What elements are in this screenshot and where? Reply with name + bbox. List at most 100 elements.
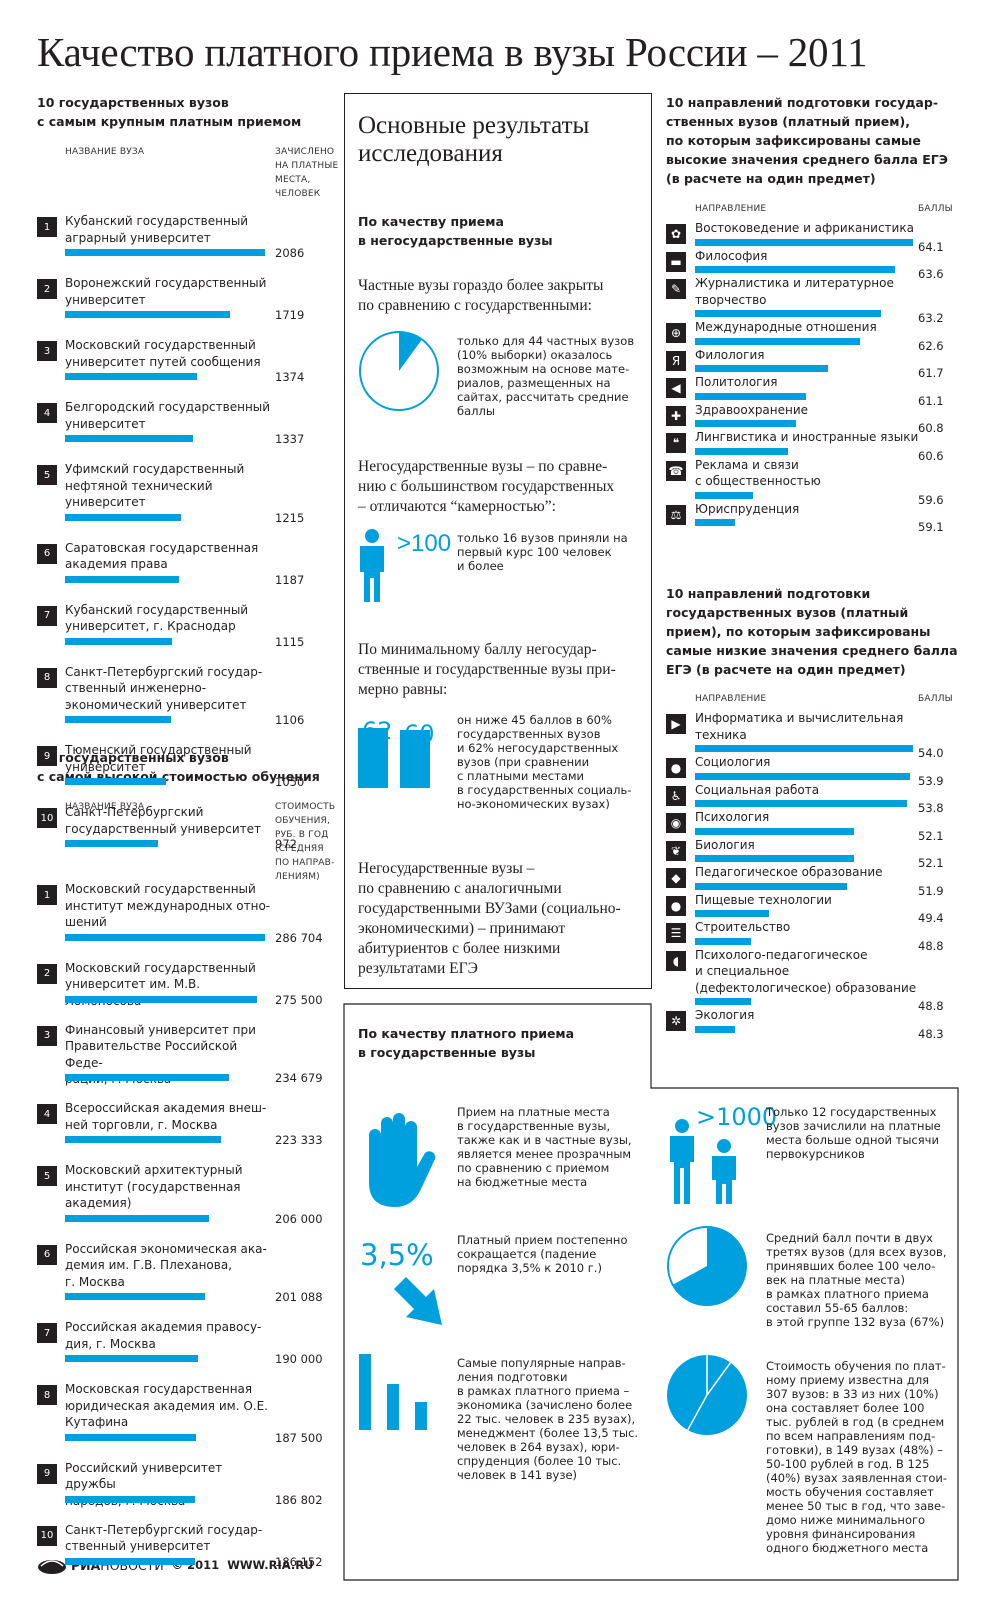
direction-name-line: Биология xyxy=(695,837,755,852)
value-bar xyxy=(65,1214,209,1222)
university-name: Саратовская государственная академия прав… xyxy=(65,540,275,573)
score-label: 63.6 xyxy=(918,267,944,281)
university-name-line: демия им. Г.В. Плеханова, xyxy=(65,1258,232,1272)
score-bar xyxy=(695,420,796,427)
university-name-line: институт международных отно- xyxy=(65,898,271,913)
university-name-line: университет xyxy=(65,495,146,509)
university-name-line: Российская академия правосу- xyxy=(65,1320,262,1334)
value-label: 190 000 xyxy=(275,1352,323,1366)
rank-number: 10 xyxy=(37,1525,57,1546)
score-bar xyxy=(695,392,806,400)
university-name-line: Уфимский государственный xyxy=(65,462,245,476)
direction-name: Философия xyxy=(695,248,930,265)
rank-number: 4 xyxy=(37,403,57,423)
decline-note: Платный прием постепенно сокращается (пад… xyxy=(457,1233,628,1275)
value-bar xyxy=(65,1293,205,1300)
score-label: 49.4 xyxy=(918,911,944,925)
private-closed-text: Частные вузы гораздо более закрыты по сра… xyxy=(358,277,604,314)
bar-60 xyxy=(400,730,430,788)
speech-bubbles-icon: ❝ xyxy=(666,433,686,453)
university-name: Санкт-Петербургский государ-ственный инж… xyxy=(65,664,275,714)
university-name-line: университет, г. Краснодар xyxy=(65,619,236,633)
direction-name: Социология xyxy=(695,754,930,771)
score-bar xyxy=(695,937,751,945)
pie-cost-divider-2 xyxy=(706,1362,732,1396)
score-bar xyxy=(695,827,854,835)
score-label: 48.8 xyxy=(918,938,944,953)
left-sec2-col-name: название вуза xyxy=(65,802,145,812)
hand-stop-icon xyxy=(369,1113,436,1207)
direction-name-line: Журналистика и литературное xyxy=(695,276,894,290)
direction-name: Международные отношения xyxy=(695,319,930,336)
value-label: 186 802 xyxy=(275,1492,323,1507)
sociology-person-icon: ● xyxy=(666,758,686,778)
site-url[interactable]: WWW.RIA.RU xyxy=(227,1558,314,1572)
direction-name-line: Экология xyxy=(695,1008,755,1022)
value-label: 1115 xyxy=(275,634,305,649)
person-icon xyxy=(360,529,384,602)
rank-number: 5 xyxy=(37,1166,57,1186)
score-bar xyxy=(695,1025,735,1033)
hand-note: Прием на платные места в государственные … xyxy=(457,1105,632,1189)
score-bar xyxy=(695,447,788,455)
gt100-label: >100 xyxy=(397,530,452,557)
university-name: Белгородский государственный университет xyxy=(65,399,275,432)
value-bar xyxy=(65,249,265,256)
score-label: 64.1 xyxy=(918,239,944,254)
direction-name-line: Социальная работа xyxy=(695,782,820,797)
university-name-line: Кубанский государственный xyxy=(65,602,249,617)
direction-name-line: Пищевые технологии xyxy=(695,892,832,907)
value-label: 201 088 xyxy=(275,1290,323,1304)
direction-name: Пищевые технологии xyxy=(695,892,930,909)
value-label: 286 704 xyxy=(275,930,323,945)
rank-number: 7 xyxy=(37,1323,57,1343)
university-name-line: Московский государственный xyxy=(65,882,256,896)
direction-name-line: Юриспруденция xyxy=(695,501,800,516)
value-bar xyxy=(65,778,166,785)
bricks-icon: ☰ xyxy=(666,923,686,943)
university-name-line: Кубанский государственный xyxy=(65,214,249,228)
rank-number: 4 xyxy=(37,1104,57,1124)
score-bar xyxy=(695,337,860,345)
university-name-line: Тюменский государственный xyxy=(65,743,252,757)
university-name: Московский государственный университет пу… xyxy=(65,337,275,370)
score-bar xyxy=(695,800,907,807)
right-sec1-heading: 10 направлений подготовки государ-ственн… xyxy=(666,95,948,186)
value-label: 1215 xyxy=(275,510,305,525)
left-sec1-col-value: зачислено на платные места, человек xyxy=(275,147,339,199)
rank-number: 6 xyxy=(37,543,57,564)
philology-letter-icon: Я xyxy=(666,350,686,371)
direction-name: Востоковедение и африканистика xyxy=(695,220,930,237)
direction-name: Экология xyxy=(695,1007,930,1024)
rank-number: 8 xyxy=(37,1385,57,1405)
university-name-line: Российская экономическая ака- xyxy=(65,1241,267,1256)
value-bar xyxy=(65,1355,198,1362)
university-name-line: Финансовый университет при xyxy=(65,1022,256,1037)
university-name-line: дия, г. Москва xyxy=(65,1336,156,1351)
value-bar xyxy=(65,637,172,645)
decreasing-bars-icon xyxy=(359,1354,427,1430)
rank-number: 9 xyxy=(37,1463,57,1484)
score-bar xyxy=(695,855,854,862)
main-results-heading: Основные результаты исследования xyxy=(358,112,590,167)
score-label: 52.1 xyxy=(918,828,944,843)
direction-name-line: Реклама и связи xyxy=(695,457,799,472)
value-bar xyxy=(65,1433,196,1441)
rank-number: 10 xyxy=(37,808,57,828)
value-label: 1719 xyxy=(275,308,305,322)
rank-number: 2 xyxy=(37,279,57,299)
direction-name: Педагогическое образование xyxy=(695,864,930,881)
min-score-note: он ниже 45 баллов в 60% государственных в… xyxy=(457,713,632,811)
decline-percent: 3,5% xyxy=(360,1238,434,1272)
brain-icon: ◉ xyxy=(666,813,686,833)
chamber-note: только 16 вузов приняли на первый курс 10… xyxy=(457,531,628,573)
value-bar xyxy=(65,311,230,318)
value-label: 1374 xyxy=(275,370,305,384)
value-bar xyxy=(65,933,265,941)
score-label: 59.6 xyxy=(918,492,944,507)
direction-name-line: Международные отношения xyxy=(695,320,877,334)
direction-name-line: Востоковедение и африканистика xyxy=(695,221,914,235)
value-label: 223 333 xyxy=(275,1133,323,1147)
eraser-icon: ◆ xyxy=(666,868,686,888)
